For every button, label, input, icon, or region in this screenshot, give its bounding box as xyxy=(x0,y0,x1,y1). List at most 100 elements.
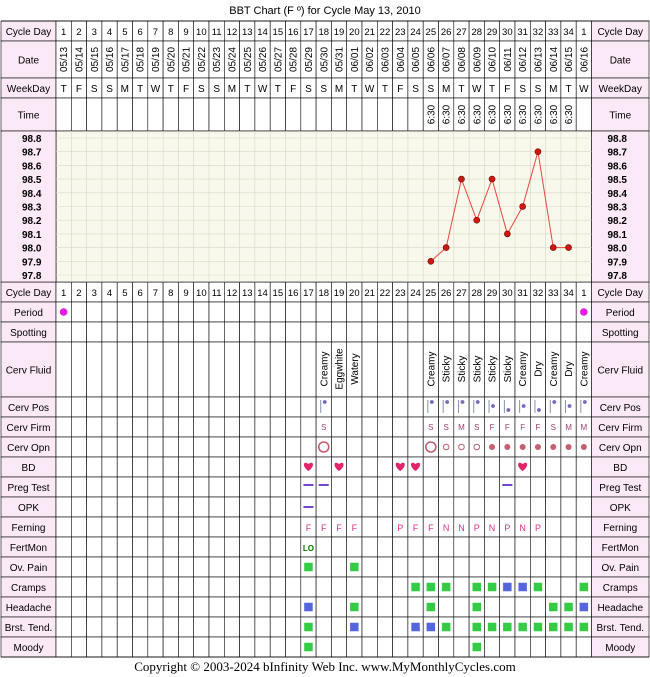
grid-cell xyxy=(254,396,271,418)
cycle-day-label: 15 xyxy=(273,27,284,38)
grid-cell xyxy=(361,436,378,458)
row-label-left-text-cerv_opn: Cerv Opn xyxy=(7,443,50,454)
grid-cell xyxy=(55,596,72,618)
grid-cell xyxy=(55,636,72,658)
grid-cell xyxy=(484,456,500,478)
cerv-fluid-label: Sticky xyxy=(503,356,514,383)
time-label: 6:30 xyxy=(533,104,544,124)
grid-cell xyxy=(499,321,516,343)
date-label: 06/03 xyxy=(380,47,391,72)
cycle-day-label: 5 xyxy=(122,27,127,38)
grid-cell xyxy=(86,436,103,458)
grid-cell xyxy=(208,496,225,518)
ferning-label: F xyxy=(352,523,358,533)
grid-cell xyxy=(132,536,149,558)
weekday-label: T xyxy=(565,84,571,95)
grid-cell xyxy=(453,476,470,498)
grid-cell xyxy=(315,596,332,618)
grid-cell xyxy=(575,456,592,478)
row-label-left-text-cramps: Cramps xyxy=(11,583,46,594)
date-label: 05/22 xyxy=(197,47,208,72)
grid-cell xyxy=(147,636,164,658)
grid-cell xyxy=(575,556,592,578)
ferning-label: F xyxy=(428,523,434,533)
grid-cell xyxy=(239,516,256,538)
y-tick-left: 98.8 xyxy=(22,134,42,145)
grid-cell xyxy=(162,496,179,518)
grid-cell xyxy=(331,396,347,418)
brst-tend-box xyxy=(441,622,451,632)
cycle-day-label: 23 xyxy=(395,27,406,38)
weekday-label: T xyxy=(382,84,388,95)
row-label-right-text-cerv_firm: Cerv Firm xyxy=(598,423,642,434)
cerv-firm-label: F xyxy=(520,423,525,432)
weekday-label: S xyxy=(91,84,98,95)
cerv-opn-circle xyxy=(458,443,465,451)
date-label: 05/28 xyxy=(289,47,300,72)
grid-cell xyxy=(575,321,592,343)
date-label: 06/14 xyxy=(549,47,560,72)
date-label: 05/21 xyxy=(182,47,193,72)
grid-cell xyxy=(331,476,347,498)
grid-cell xyxy=(86,341,103,398)
temperature-point xyxy=(427,257,435,265)
brst-tend-box xyxy=(410,622,421,632)
date-label: 05/31 xyxy=(335,47,346,72)
grid-cell xyxy=(285,596,302,618)
grid-cell xyxy=(101,301,118,323)
cerv-opn-dot xyxy=(580,444,587,450)
grid-cell xyxy=(392,616,409,638)
grid-cell xyxy=(269,436,286,458)
grid-cell xyxy=(132,396,149,418)
grid-cell xyxy=(224,536,240,558)
grid-cell xyxy=(239,436,256,458)
grid-cell xyxy=(346,476,363,498)
ov-pain-box xyxy=(303,562,314,572)
cycle-day-label: 11 xyxy=(212,27,222,38)
chart-marks: Creamy Eggwhite Watery Creamy Sticky Sticky St… xyxy=(59,308,590,652)
grid-cell xyxy=(55,436,72,458)
grid-cell xyxy=(361,516,378,538)
date-label: 06/08 xyxy=(457,47,468,72)
row-label-right-text-fertmon: FertMon xyxy=(602,543,639,554)
cerv-fluid-label: Creamy xyxy=(319,351,330,386)
grid-cell xyxy=(545,556,562,578)
grid-cell xyxy=(224,436,240,458)
grid-cell xyxy=(514,636,531,658)
grid-cell xyxy=(254,476,271,498)
cramps-box xyxy=(533,582,543,592)
grid-cell xyxy=(178,97,194,132)
grid-cell xyxy=(116,436,133,458)
grid-cell xyxy=(422,396,439,418)
cycle-day-label: 21 xyxy=(364,27,375,38)
row-label-left-text-brst_tend: Brst. Tend. xyxy=(5,623,53,634)
grid-cell xyxy=(254,636,271,658)
grid-cell xyxy=(162,396,179,418)
row-label-right-text-date: Date xyxy=(610,56,632,67)
grid-cell xyxy=(346,301,363,323)
grid-cell xyxy=(529,596,546,618)
grid-cell xyxy=(101,536,118,558)
grid-cell xyxy=(239,596,256,618)
grid-cell xyxy=(86,616,103,638)
cycle-day-label: 14 xyxy=(257,288,268,299)
cerv-pos-dot xyxy=(460,400,465,404)
grid-cell xyxy=(285,516,302,538)
grid-cell xyxy=(315,636,332,658)
cycle-day-label: 13 xyxy=(242,27,253,38)
grid-cell xyxy=(560,516,577,538)
grid-cell xyxy=(208,97,225,132)
grid-cell xyxy=(514,476,531,498)
grid-cell xyxy=(224,321,240,343)
cramps-box xyxy=(472,582,482,592)
cerv-firm-label: M xyxy=(565,423,572,432)
cycle-day-label: 3 xyxy=(92,27,97,38)
row-label-right-text-cycle_day: Cycle Day xyxy=(597,27,643,38)
row-label-right-text-headache: Headache xyxy=(597,603,643,614)
grid-cell xyxy=(407,636,424,658)
grid-cell xyxy=(101,456,118,478)
grid-cell xyxy=(116,476,133,498)
grid-cell xyxy=(438,436,455,458)
ov-pain-box xyxy=(349,562,360,572)
grid-cell xyxy=(376,536,393,558)
